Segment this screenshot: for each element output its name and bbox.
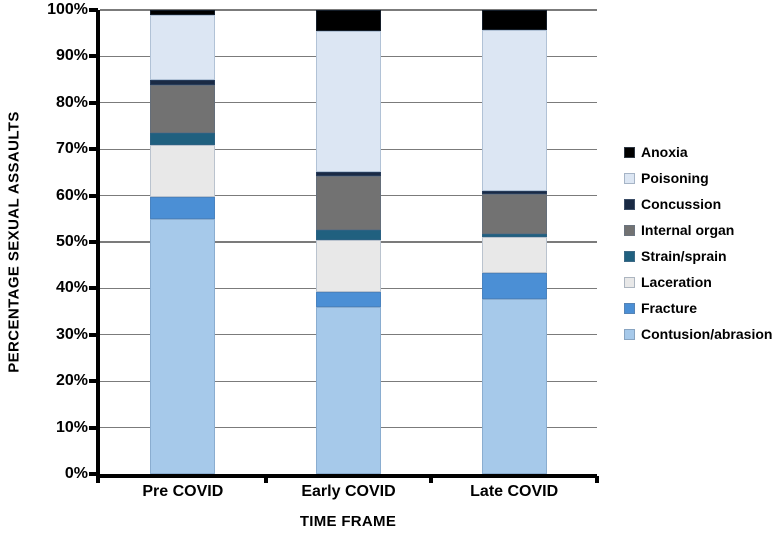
bar-segment xyxy=(481,194,547,235)
legend-item-concussion: Concussion xyxy=(624,191,772,217)
bar-segment xyxy=(481,10,547,30)
y-tick-mark xyxy=(89,100,98,105)
bar-segment xyxy=(316,30,381,173)
bar-segment xyxy=(481,298,547,474)
bar-segment xyxy=(316,172,381,176)
y-tick-label: 100% xyxy=(47,1,88,18)
legend-label: Internal organ xyxy=(641,222,735,238)
legend: Anoxia Poisoning Concussion Internal organ S… xyxy=(624,139,772,347)
gridline-100 xyxy=(100,9,597,11)
bar-segment xyxy=(150,10,216,15)
legend-label: Fracture xyxy=(641,300,698,316)
y-tick-mark xyxy=(89,147,98,152)
bar-segment xyxy=(316,229,381,240)
x-tick-mark xyxy=(429,476,434,483)
legend-swatch xyxy=(624,276,635,288)
bar-segment xyxy=(316,10,381,31)
y-tick-mark xyxy=(89,54,98,59)
y-tick-label: 90% xyxy=(55,47,88,65)
y-tick-mark xyxy=(89,286,98,291)
legend-item-poisoning: Poisoning xyxy=(624,165,772,191)
legend-item-anoxia: Anoxia xyxy=(624,139,772,165)
y-tick-mark xyxy=(89,472,98,476)
x-category-label: Pre COVID xyxy=(142,483,224,500)
legend-label: Strain/sprain xyxy=(641,248,727,264)
plot-area xyxy=(96,9,597,478)
y-tick-label: 70% xyxy=(55,140,88,158)
legend-swatch xyxy=(624,146,635,158)
y-tick-mark xyxy=(89,332,98,337)
y-tick-label: 20% xyxy=(55,372,88,390)
bar-segment xyxy=(316,291,381,308)
legend-item-fracture: Fracture xyxy=(624,295,772,321)
y-tick-label: 0% xyxy=(64,465,88,482)
legend-swatch xyxy=(624,250,635,262)
legend-swatch xyxy=(624,224,635,236)
y-tick-mark xyxy=(89,193,98,198)
bar-early-covid xyxy=(316,10,381,474)
legend-swatch xyxy=(624,302,635,314)
bar-segment xyxy=(150,84,216,134)
legend-swatch xyxy=(624,172,635,184)
legend-item-strain-sprain: Strain/sprain xyxy=(624,243,772,269)
bar-segment xyxy=(150,196,216,219)
legend-label: Laceration xyxy=(641,274,712,290)
bar-segment xyxy=(481,190,547,195)
y-tick-mark xyxy=(89,379,98,384)
legend-item-laceration: Laceration xyxy=(624,269,772,295)
y-tick-label: 50% xyxy=(55,233,88,250)
y-tick-label: 10% xyxy=(55,418,88,436)
bar-segment xyxy=(150,218,216,474)
bar-segment xyxy=(481,234,547,238)
bar-segment xyxy=(481,272,547,299)
y-tick-label: 40% xyxy=(55,279,88,297)
bar-segment xyxy=(481,237,547,273)
x-tick-mark xyxy=(595,476,599,483)
bar-segment xyxy=(150,80,216,85)
y-tick-label: 60% xyxy=(55,186,88,204)
bar-segment xyxy=(150,14,216,81)
y-tick-label: 30% xyxy=(55,325,88,343)
legend-item-contusion-abrasion: Contusion/abrasion xyxy=(624,321,772,347)
bar-segment xyxy=(316,175,381,230)
y-tick-label: 80% xyxy=(55,93,88,111)
x-tick-mark xyxy=(263,476,268,483)
x-category-label: Late COVID xyxy=(470,483,559,500)
legend-swatch xyxy=(624,328,635,340)
legend-swatch xyxy=(624,198,635,210)
x-axis-title: TIME FRAME xyxy=(299,513,397,530)
legend-label: Concussion xyxy=(641,196,722,212)
bar-segment xyxy=(150,145,216,197)
bar-segment xyxy=(316,307,381,474)
bar-segment xyxy=(481,29,547,191)
legend-item-internal-organ: Internal organ xyxy=(624,217,772,243)
x-tick-mark xyxy=(96,476,100,483)
x-category-label: Early COVID xyxy=(301,483,396,500)
legend-label: Anoxia xyxy=(641,144,688,160)
bar-late-covid xyxy=(481,10,547,474)
y-tick-mark xyxy=(89,425,98,430)
y-tick-mark xyxy=(89,240,98,244)
bar-pre-covid xyxy=(150,10,216,474)
legend-label: Poisoning xyxy=(641,170,709,186)
y-tick-mark xyxy=(89,8,98,12)
legend-label: Contusion/abrasion xyxy=(641,326,773,342)
bar-segment xyxy=(150,133,216,146)
bar-segment xyxy=(316,239,381,292)
